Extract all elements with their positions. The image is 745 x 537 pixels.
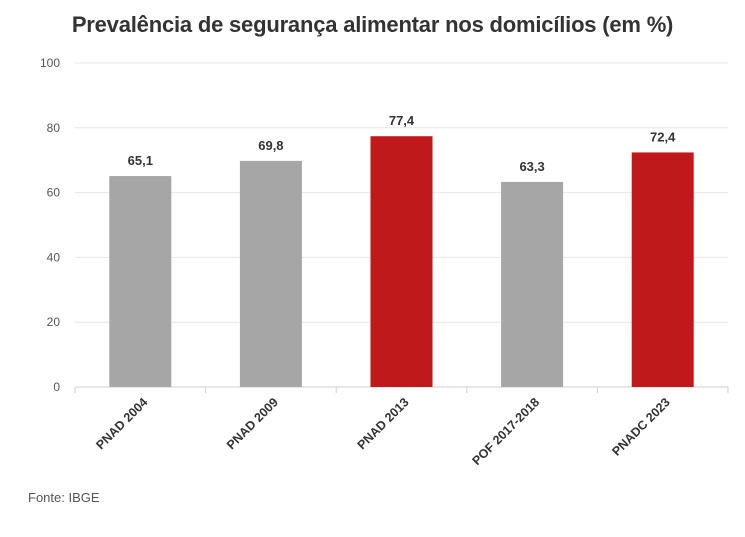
bar [109,176,172,387]
data-label: 63,3 [519,159,544,174]
y-tick-label: 20 [47,315,61,329]
y-tick-label: 40 [47,250,61,264]
data-label: 72,4 [650,129,676,144]
source-note: Fonte: IBGE [28,490,100,505]
x-category-label: PNADC 2023 [609,395,672,458]
data-label: 77,4 [389,113,415,128]
y-tick-label: 0 [53,380,60,394]
data-label: 69,8 [258,138,283,153]
bar [631,152,694,387]
bar [501,181,564,387]
x-category-label: PNAD 2004 [93,395,150,452]
y-tick-label: 60 [47,186,61,200]
chart-title: Prevalência de segurança alimentar nos d… [71,12,674,37]
y-tick-label: 100 [40,56,60,70]
bar [239,160,302,387]
x-category-label: PNAD 2009 [224,395,281,452]
x-category-label: POF 2017-2018 [469,395,542,468]
x-category-label: PNAD 2013 [355,395,412,452]
bar [370,136,433,387]
y-tick-label: 80 [47,121,61,135]
data-label: 65,1 [128,153,153,168]
